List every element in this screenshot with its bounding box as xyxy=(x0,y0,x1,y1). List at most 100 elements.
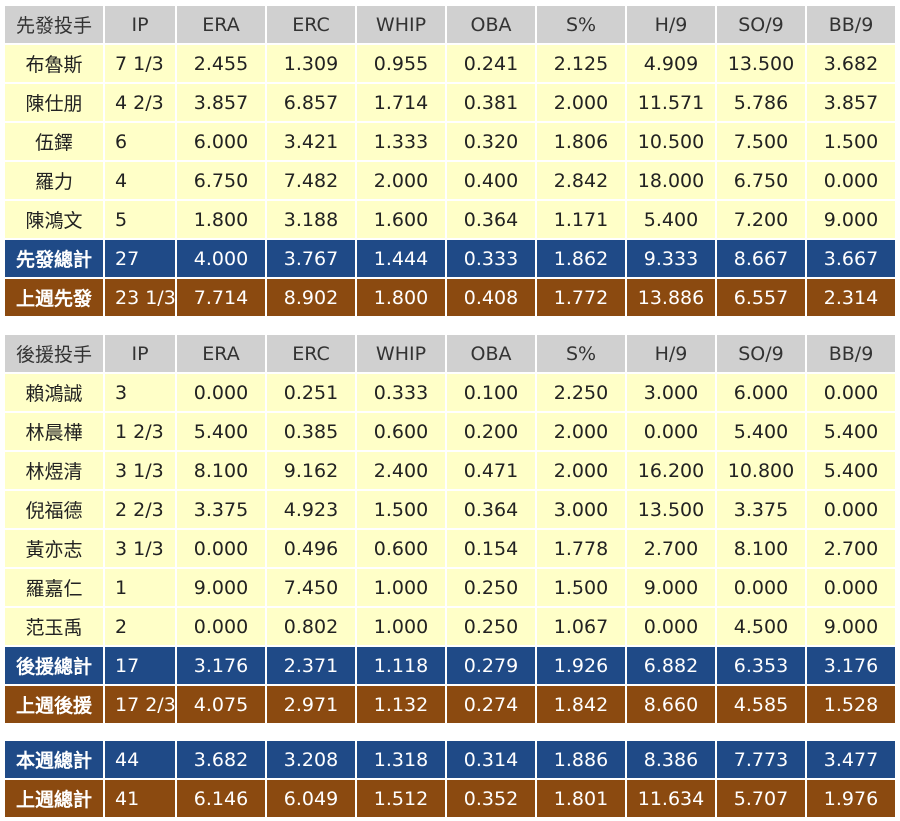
so9-cell: 13.500 xyxy=(717,45,805,82)
bb9-cell: 0.000 xyxy=(807,162,895,199)
ip-cell: 4 xyxy=(105,162,175,199)
era-cell: 3.857 xyxy=(177,84,265,121)
ip-cell: 3 1/3 xyxy=(105,452,175,489)
whip-cell: 1.132 xyxy=(357,686,445,723)
so9-cell: 6.353 xyxy=(717,647,805,684)
h9-cell: 8.386 xyxy=(627,741,715,778)
pitcher-row: 伍鐸 6 6.000 3.421 1.333 0.320 1.806 10.500 7.500 1… xyxy=(5,123,895,160)
column-header: S% xyxy=(537,6,625,43)
erc-cell: 3.421 xyxy=(267,123,355,160)
column-header: BB/9 xyxy=(807,335,895,372)
erc-cell: 0.802 xyxy=(267,608,355,645)
column-header: ERC xyxy=(267,335,355,372)
erc-cell: 0.385 xyxy=(267,413,355,450)
section-header: 後援投手 xyxy=(5,335,103,372)
whip-cell: 2.400 xyxy=(357,452,445,489)
erc-cell: 1.309 xyxy=(267,45,355,82)
era-cell: 2.455 xyxy=(177,45,265,82)
bb9-cell: 9.000 xyxy=(807,608,895,645)
so9-cell: 7.500 xyxy=(717,123,805,160)
ip-cell: 17 2/3 xyxy=(105,686,176,723)
pitcher-name: 本週總計 xyxy=(5,741,103,778)
whip-cell: 1.318 xyxy=(357,741,445,778)
whip-cell: 1.512 xyxy=(357,780,445,817)
oba-cell: 0.352 xyxy=(447,780,535,817)
whip-cell: 1.500 xyxy=(357,491,445,528)
overall-table: 本週總計 44 3.682 3.208 1.318 0.314 1.886 8.386 7.77… xyxy=(3,739,897,819)
erc-cell: 2.371 xyxy=(267,647,355,684)
column-header: SO/9 xyxy=(717,335,805,372)
era-cell: 7.714 xyxy=(177,279,265,316)
starters-table: 先發投手 IP ERA ERC WHIP OBA S% H/9 SO/9 BB/9 布魯斯 7 1/3… xyxy=(3,4,897,318)
era-cell: 8.100 xyxy=(177,452,265,489)
h9-cell: 10.500 xyxy=(627,123,715,160)
era-cell: 0.000 xyxy=(177,608,265,645)
pitcher-row: 布魯斯 7 1/3 2.455 1.309 0.955 0.241 2.125 4.909 13… xyxy=(5,45,895,82)
column-header: IP xyxy=(105,335,175,372)
pitcher-row: 陳仕朋 4 2/3 3.857 6.857 1.714 0.381 2.000 11.571 5… xyxy=(5,84,895,121)
whip-cell: 0.600 xyxy=(357,530,445,567)
s-pct-cell: 1.772 xyxy=(537,279,625,316)
pitcher-name: 上週後援 xyxy=(5,686,103,723)
whip-cell: 1.444 xyxy=(357,240,445,277)
pitcher-name: 羅力 xyxy=(5,162,103,199)
oba-cell: 0.250 xyxy=(447,569,535,606)
column-header: H/9 xyxy=(627,6,715,43)
pitcher-name: 後援總計 xyxy=(5,647,103,684)
bb9-cell: 3.682 xyxy=(807,45,895,82)
so9-cell: 4.585 xyxy=(717,686,805,723)
so9-cell: 6.750 xyxy=(717,162,805,199)
s-pct-cell: 1.801 xyxy=(537,780,625,817)
column-header: IP xyxy=(105,6,175,43)
oba-cell: 0.250 xyxy=(447,608,535,645)
h9-cell: 3.000 xyxy=(627,374,715,411)
whip-cell: 1.000 xyxy=(357,608,445,645)
s-pct-cell: 2.000 xyxy=(537,452,625,489)
era-cell: 3.176 xyxy=(177,647,265,684)
previous-week-total-row: 上週總計 41 6.146 6.049 1.512 0.352 1.801 11.634 5.7… xyxy=(5,780,895,817)
era-cell: 3.682 xyxy=(177,741,265,778)
erc-cell: 3.208 xyxy=(267,741,355,778)
s-pct-cell: 1.500 xyxy=(537,569,625,606)
ip-cell: 1 xyxy=(105,569,175,606)
bb9-cell: 3.477 xyxy=(807,741,895,778)
erc-cell: 2.971 xyxy=(267,686,355,723)
section-header: 先發投手 xyxy=(5,6,103,43)
column-header: S% xyxy=(537,335,625,372)
previous-week-row: 上週先發 23 1/3 7.714 8.902 1.800 0.408 1.772 13.88… xyxy=(5,279,895,316)
erc-cell: 4.923 xyxy=(267,491,355,528)
oba-cell: 0.154 xyxy=(447,530,535,567)
s-pct-cell: 2.842 xyxy=(537,162,625,199)
bb9-cell: 3.176 xyxy=(807,647,895,684)
pitcher-name: 黃亦志 xyxy=(5,530,103,567)
h9-cell: 13.886 xyxy=(627,279,715,316)
erc-cell: 6.049 xyxy=(267,780,355,817)
pitcher-name: 林晨樺 xyxy=(5,413,103,450)
h9-cell: 13.500 xyxy=(627,491,715,528)
era-cell: 4.075 xyxy=(177,686,265,723)
bb9-cell: 2.700 xyxy=(807,530,895,567)
pitcher-row: 羅力 4 6.750 7.482 2.000 0.400 2.842 18.000 6.750 0… xyxy=(5,162,895,199)
column-header: SO/9 xyxy=(717,6,805,43)
column-header: OBA xyxy=(447,6,535,43)
pitcher-name: 上週先發 xyxy=(5,279,103,316)
bb9-cell: 5.400 xyxy=(807,452,895,489)
oba-cell: 0.400 xyxy=(447,162,535,199)
s-pct-cell: 1.886 xyxy=(537,741,625,778)
ip-cell: 5 xyxy=(105,201,175,238)
bb9-cell: 1.500 xyxy=(807,123,895,160)
oba-cell: 0.200 xyxy=(447,413,535,450)
s-pct-cell: 1.778 xyxy=(537,530,625,567)
bb9-cell: 9.000 xyxy=(807,201,895,238)
whip-cell: 0.600 xyxy=(357,413,445,450)
column-header: ERA xyxy=(177,335,265,372)
erc-cell: 0.251 xyxy=(267,374,355,411)
whip-cell: 1.600 xyxy=(357,201,445,238)
bb9-cell: 0.000 xyxy=(807,569,895,606)
whip-cell: 0.955 xyxy=(357,45,445,82)
whip-cell: 1.118 xyxy=(357,647,445,684)
erc-cell: 8.902 xyxy=(267,279,355,316)
h9-cell: 16.200 xyxy=(627,452,715,489)
era-cell: 4.000 xyxy=(177,240,265,277)
era-cell: 9.000 xyxy=(177,569,265,606)
